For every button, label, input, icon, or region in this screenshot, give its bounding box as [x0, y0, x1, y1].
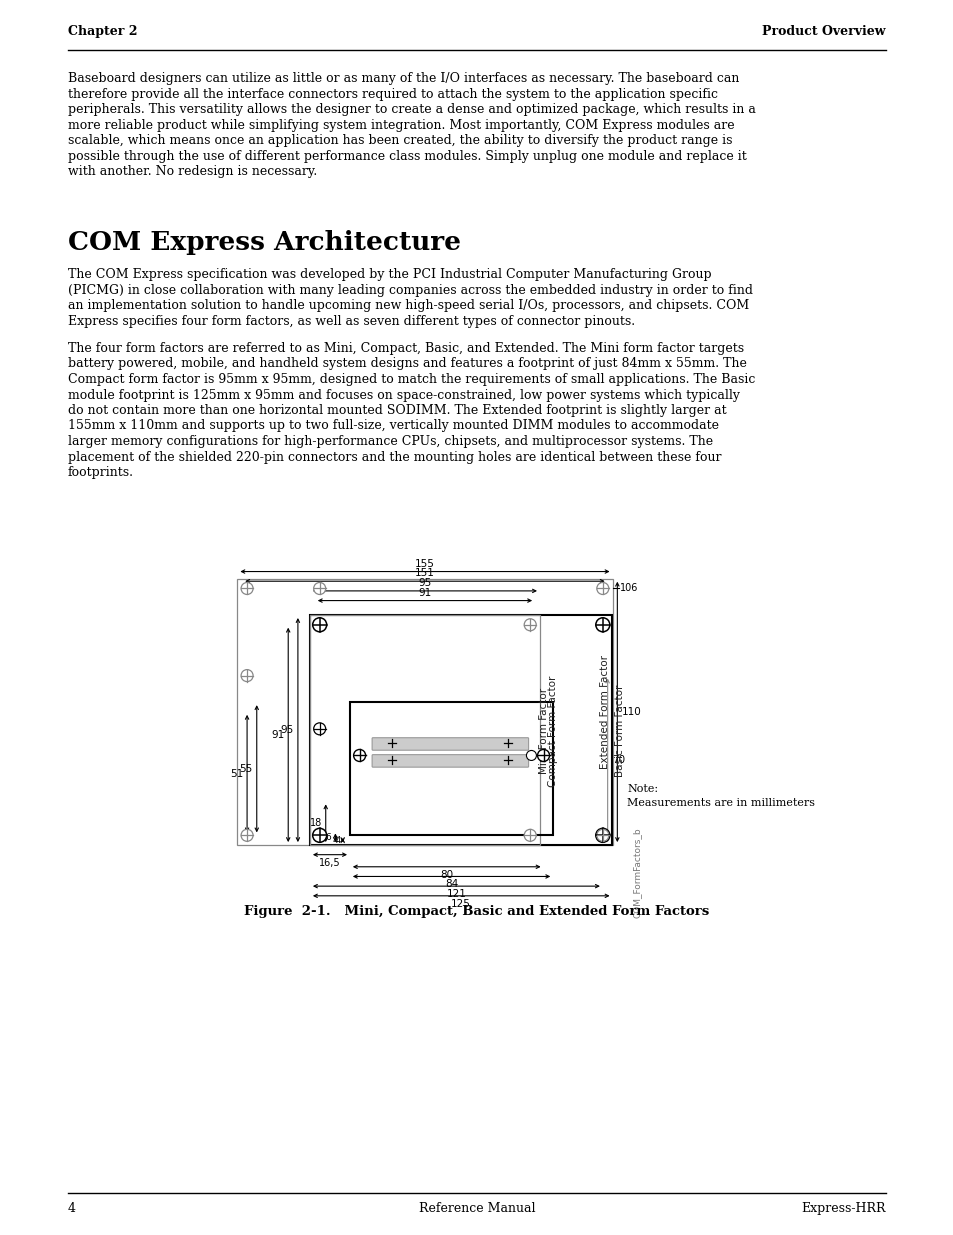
Text: 70: 70 — [611, 756, 624, 766]
Text: 95: 95 — [417, 578, 431, 588]
Text: 80: 80 — [439, 869, 453, 879]
Circle shape — [596, 618, 609, 632]
Bar — [310, 615, 612, 845]
Text: COM_FormFactors_b: COM_FormFactors_b — [632, 827, 640, 918]
Text: Mini Form Factor: Mini Form Factor — [537, 688, 548, 774]
Text: Measurements are in millimeters: Measurements are in millimeters — [626, 799, 814, 809]
Text: Express-HRR: Express-HRR — [801, 1202, 885, 1215]
Text: 110: 110 — [620, 706, 640, 716]
Text: Product Overview: Product Overview — [761, 25, 885, 38]
Text: 4: 4 — [68, 1202, 76, 1215]
Text: scalable, which means once an application has been created, the ability to diver: scalable, which means once an applicatio… — [68, 135, 732, 147]
Text: battery powered, mobile, and handheld system designs and features a footprint of: battery powered, mobile, and handheld sy… — [68, 357, 746, 370]
Text: 4: 4 — [333, 836, 338, 845]
Text: footprints.: footprints. — [68, 466, 133, 479]
Bar — [350, 703, 553, 835]
Text: larger memory configurations for high-performance CPUs, chipsets, and multiproce: larger memory configurations for high-pe… — [68, 435, 713, 448]
Text: Chapter 2: Chapter 2 — [68, 25, 137, 38]
Text: Figure  2-1.   Mini, Compact, Basic and Extended Form Factors: Figure 2-1. Mini, Compact, Basic and Ext… — [244, 905, 709, 918]
Text: module footprint is 125mm x 95mm and focuses on space-constrained, low power sys: module footprint is 125mm x 95mm and foc… — [68, 389, 740, 401]
Text: The four form factors are referred to as Mini, Compact, Basic, and Extended. The: The four form factors are referred to as… — [68, 342, 743, 354]
Text: 4: 4 — [335, 836, 340, 845]
Text: do not contain more than one horizontal mounted SODIMM. The Extended footprint i: do not contain more than one horizontal … — [68, 404, 726, 417]
Text: 95: 95 — [280, 725, 294, 735]
Text: peripherals. This versatility allows the designer to create a dense and optimize: peripherals. This versatility allows the… — [68, 103, 755, 116]
Text: 151: 151 — [415, 568, 435, 578]
Bar — [310, 615, 539, 845]
Text: 125: 125 — [451, 899, 471, 909]
Text: 106: 106 — [619, 583, 639, 594]
Text: The COM Express specification was developed by the PCI Industrial Computer Manuf: The COM Express specification was develo… — [68, 268, 711, 282]
Circle shape — [313, 829, 326, 842]
Text: Reference Manual: Reference Manual — [418, 1202, 535, 1215]
Circle shape — [523, 830, 536, 841]
Circle shape — [596, 829, 609, 842]
Circle shape — [314, 583, 325, 594]
Text: COM Express Architecture: COM Express Architecture — [68, 230, 460, 254]
Text: 55: 55 — [239, 763, 253, 774]
FancyBboxPatch shape — [372, 737, 528, 750]
Text: 121: 121 — [446, 889, 466, 899]
Text: therefore provide all the interface connectors required to attach the system to : therefore provide all the interface conn… — [68, 88, 718, 100]
Text: Compact form factor is 95mm x 95mm, designed to match the requirements of small : Compact form factor is 95mm x 95mm, desi… — [68, 373, 755, 387]
Circle shape — [526, 751, 536, 761]
Text: Compact Form Factor: Compact Form Factor — [548, 676, 558, 787]
Text: 155: 155 — [415, 558, 435, 568]
Text: an implementation solution to handle upcoming new high-speed serial I/Os, proces: an implementation solution to handle upc… — [68, 299, 748, 312]
Text: 91: 91 — [417, 588, 431, 598]
Text: 91: 91 — [271, 730, 284, 740]
Text: more reliable product while simplifying system integration. Most importantly, CO: more reliable product while simplifying … — [68, 119, 734, 131]
Circle shape — [597, 830, 608, 841]
Circle shape — [354, 750, 365, 762]
Text: 51: 51 — [230, 768, 243, 778]
Text: 18: 18 — [309, 819, 321, 829]
Circle shape — [313, 618, 326, 632]
Bar — [237, 579, 612, 845]
Text: possible through the use of different performance class modules. Simply unplug o: possible through the use of different pe… — [68, 149, 746, 163]
Circle shape — [523, 619, 536, 631]
Text: 155mm x 110mm and supports up to two full-size, vertically mounted DIMM modules : 155mm x 110mm and supports up to two ful… — [68, 420, 719, 432]
Circle shape — [241, 830, 253, 841]
Circle shape — [241, 583, 253, 594]
Circle shape — [597, 583, 608, 594]
Text: (PICMG) in close collaboration with many leading companies across the embedded i: (PICMG) in close collaboration with many… — [68, 284, 752, 296]
Text: placement of the shielded 220-pin connectors and the mounting holes are identica: placement of the shielded 220-pin connec… — [68, 451, 720, 463]
Text: 84: 84 — [444, 879, 457, 889]
Text: Basic Form Factor: Basic Form Factor — [614, 685, 624, 778]
Text: Note:: Note: — [626, 784, 658, 794]
FancyBboxPatch shape — [372, 755, 528, 767]
Text: 16,5: 16,5 — [319, 857, 340, 868]
Circle shape — [314, 722, 325, 735]
Text: Extended Form Factor: Extended Form Factor — [599, 655, 610, 769]
Text: Express specifies four form factors, as well as seven different types of connect: Express specifies four form factors, as … — [68, 315, 635, 327]
Circle shape — [537, 750, 549, 762]
Text: with another. No redesign is necessary.: with another. No redesign is necessary. — [68, 165, 317, 178]
Circle shape — [241, 669, 253, 682]
Text: Baseboard designers can utilize as little or as many of the I/O interfaces as ne: Baseboard designers can utilize as littl… — [68, 72, 739, 85]
Text: 6: 6 — [325, 834, 331, 842]
